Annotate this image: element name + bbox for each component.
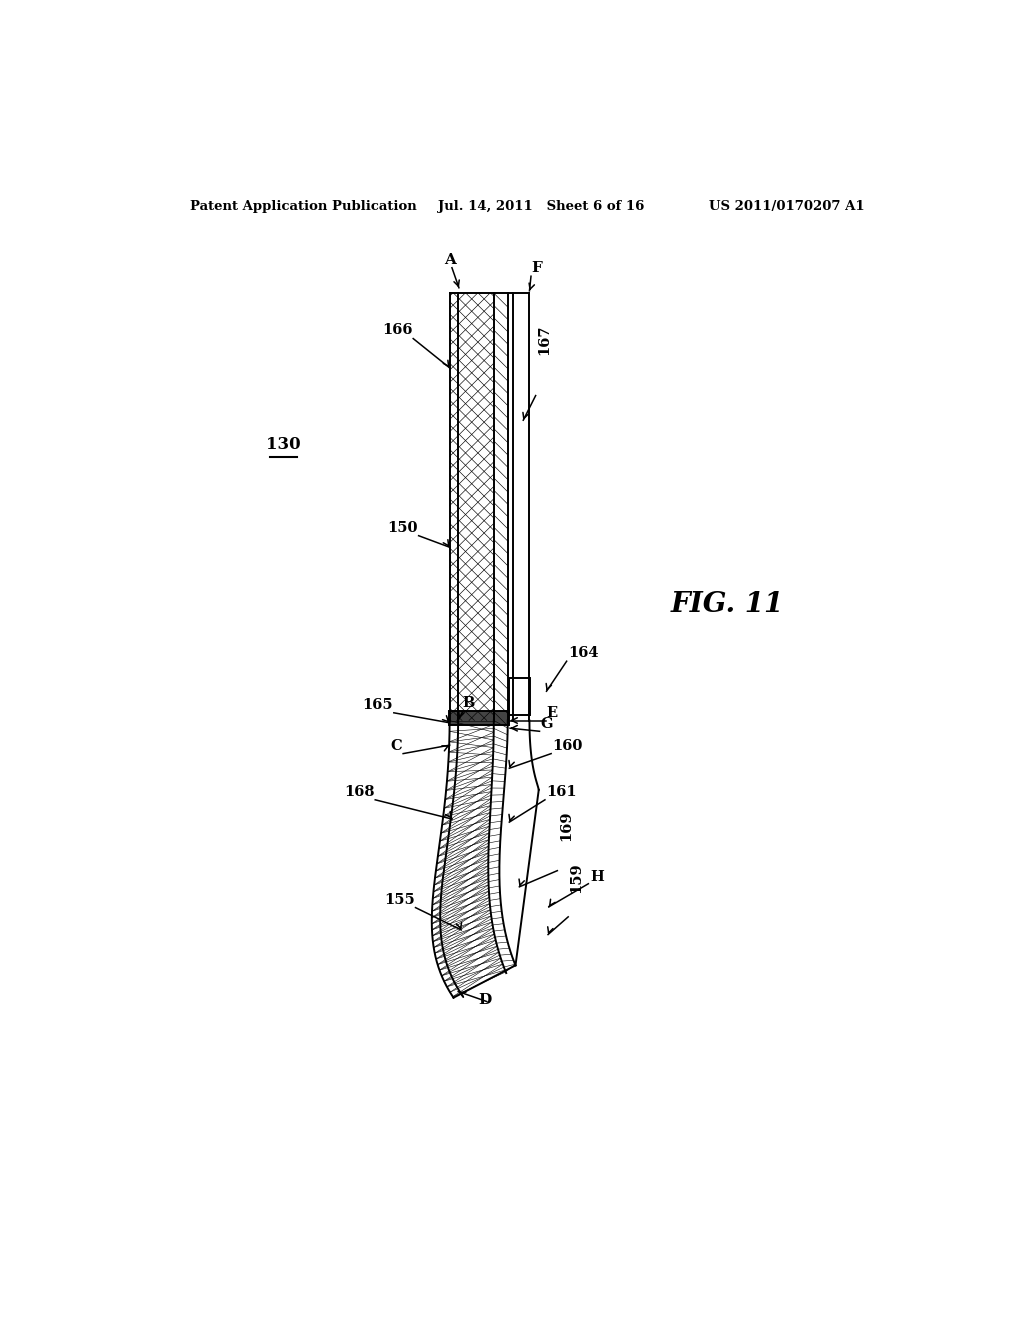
Text: 166: 166 [382, 323, 413, 337]
Text: 159: 159 [569, 862, 584, 892]
Text: B: B [463, 696, 475, 710]
Text: 164: 164 [568, 647, 599, 660]
Text: E: E [547, 706, 558, 721]
Text: 160: 160 [553, 739, 583, 752]
Text: F: F [531, 261, 542, 276]
Text: FIG. 11: FIG. 11 [671, 591, 783, 619]
Text: 130: 130 [265, 437, 300, 454]
Text: 167: 167 [538, 325, 551, 355]
Text: 161: 161 [547, 785, 578, 799]
Text: 150: 150 [387, 521, 418, 535]
Text: H: H [590, 870, 604, 883]
Text: US 2011/0170207 A1: US 2011/0170207 A1 [710, 199, 865, 213]
Bar [449, 711, 509, 725]
Text: Patent Application Publication: Patent Application Publication [190, 199, 417, 213]
Text: 169: 169 [559, 810, 572, 841]
Text: 155: 155 [384, 892, 415, 907]
Text: G: G [541, 717, 553, 731]
Text: C: C [391, 739, 402, 752]
Text: 168: 168 [344, 785, 375, 799]
Text: Jul. 14, 2011   Sheet 6 of 16: Jul. 14, 2011 Sheet 6 of 16 [438, 199, 644, 213]
Text: A: A [444, 253, 456, 267]
Text: 165: 165 [362, 698, 393, 711]
Text: D: D [478, 993, 492, 1007]
Bar [509, 678, 530, 715]
